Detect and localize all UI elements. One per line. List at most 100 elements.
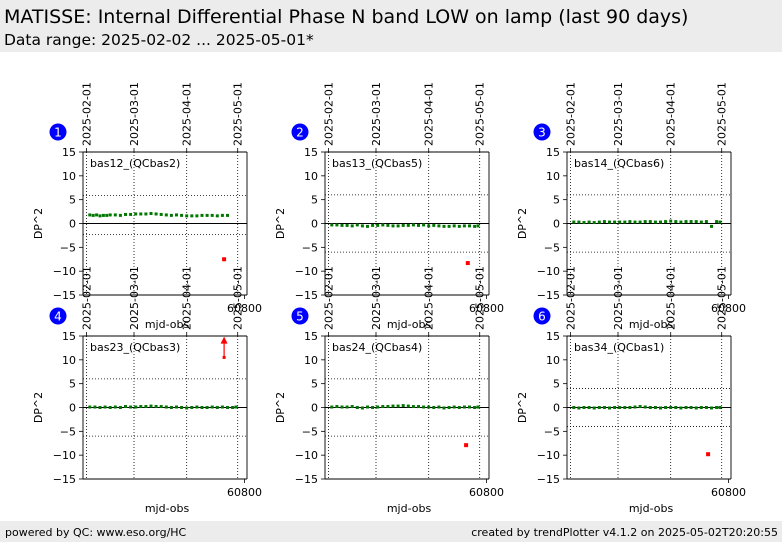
data-point (220, 213, 224, 217)
date-tick-label: 2025-02-01 (564, 266, 577, 330)
data-point (159, 405, 163, 409)
footer-generator: created by trendPlotter v4.1.2 on 2025-0… (471, 526, 778, 539)
data-point (587, 220, 591, 224)
data-point (437, 224, 441, 228)
data-point (345, 405, 349, 409)
panel-number: 1 (54, 126, 62, 140)
data-point (396, 404, 400, 408)
date-tick-label: 2025-02-01 (564, 82, 577, 146)
y-tick-label: 10 (546, 170, 560, 183)
data-point (200, 406, 204, 409)
date-tick-label: 2025-02-01 (80, 82, 93, 146)
data-point (391, 224, 395, 228)
data-point (422, 405, 426, 409)
x-tick-label: 60800 (711, 302, 746, 315)
data-point (633, 405, 637, 409)
date-tick-label: 2025-04-01 (181, 82, 194, 146)
y-axis-label: DP^2 (274, 392, 287, 423)
date-tick-label: 2025-05-01 (474, 266, 487, 330)
x-tick-label: 60800 (227, 486, 262, 499)
data-point (366, 405, 369, 409)
y-tick-label: −15 (295, 289, 318, 302)
data-point (340, 405, 344, 409)
data-point (476, 405, 480, 409)
panel-number: 5 (296, 310, 304, 324)
data-point (226, 406, 229, 409)
panel-label: bas34_(QCbas1) (574, 341, 664, 354)
y-tick-label: −10 (537, 449, 560, 462)
data-point (108, 213, 112, 217)
data-point (190, 214, 194, 218)
data-point (124, 405, 127, 409)
data-point (376, 223, 380, 227)
footer-credit: powered by QC: www.eso.org/HC (5, 526, 187, 539)
data-point (411, 223, 415, 227)
outlier-point (222, 355, 226, 359)
data-point (185, 214, 189, 218)
data-point (175, 405, 178, 409)
data-point (205, 213, 209, 217)
data-point (447, 406, 451, 409)
data-point (582, 221, 586, 225)
data-point (360, 406, 364, 410)
data-point (679, 220, 683, 224)
data-point (648, 220, 652, 224)
data-point (118, 213, 122, 217)
panel-label: bas14_(QCbas6) (574, 157, 664, 170)
data-point (98, 406, 102, 409)
data-point (411, 405, 415, 409)
data-point (699, 406, 703, 409)
data-point (710, 406, 713, 410)
data-point (360, 224, 364, 228)
y-tick-label: −15 (53, 289, 76, 302)
x-axis-label: mjd-obs (145, 502, 190, 515)
y-tick-label: 5 (311, 378, 318, 391)
data-point (643, 220, 647, 224)
x-axis-label: mjd-obs (629, 502, 674, 515)
data-point (638, 405, 642, 409)
data-point (653, 406, 657, 409)
data-point (452, 224, 456, 228)
data-point (633, 220, 637, 224)
y-tick-label: 10 (304, 170, 318, 183)
data-point (401, 404, 405, 408)
data-point (91, 213, 95, 217)
data-point (468, 224, 471, 228)
data-point (577, 220, 581, 224)
y-tick-label: 10 (546, 354, 560, 367)
panel-number: 6 (538, 310, 546, 324)
data-point (149, 211, 153, 215)
data-point (376, 405, 380, 409)
panel-number: 2 (296, 126, 304, 140)
data-point (602, 220, 606, 224)
data-point (154, 212, 158, 216)
chart-panel-6: 15 10 5 0 −5 −10 −15 60800 2025-02-01 2025-03-01 2… (516, 266, 746, 515)
data-point (134, 405, 138, 409)
data-point (345, 223, 349, 227)
data-point (674, 220, 678, 224)
data-point (88, 213, 92, 217)
data-point (330, 223, 334, 227)
y-tick-label: −10 (53, 265, 76, 278)
y-tick-label: −15 (295, 473, 318, 486)
date-tick-label: 2025-03-01 (612, 266, 625, 330)
date-tick-label: 2025-03-01 (128, 266, 141, 330)
data-point (694, 220, 698, 224)
data-point (442, 406, 446, 410)
data-point (340, 223, 344, 227)
data-point (234, 405, 238, 409)
data-point (113, 213, 117, 217)
data-point (427, 224, 431, 228)
y-axis-label: DP^2 (32, 392, 45, 423)
data-point (139, 405, 143, 409)
data-point (684, 406, 688, 409)
y-tick-label: −5 (544, 425, 560, 438)
date-tick-label: 2025-04-01 (181, 266, 194, 330)
y-tick-label: −15 (537, 289, 560, 302)
outlier-point (465, 261, 470, 266)
data-point (715, 406, 719, 409)
data-point (88, 405, 92, 409)
data-point (185, 406, 189, 410)
data-point (101, 213, 105, 217)
y-tick-label: 5 (69, 194, 76, 207)
